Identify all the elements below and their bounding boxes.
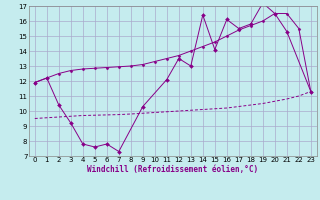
X-axis label: Windchill (Refroidissement éolien,°C): Windchill (Refroidissement éolien,°C) [87,165,258,174]
